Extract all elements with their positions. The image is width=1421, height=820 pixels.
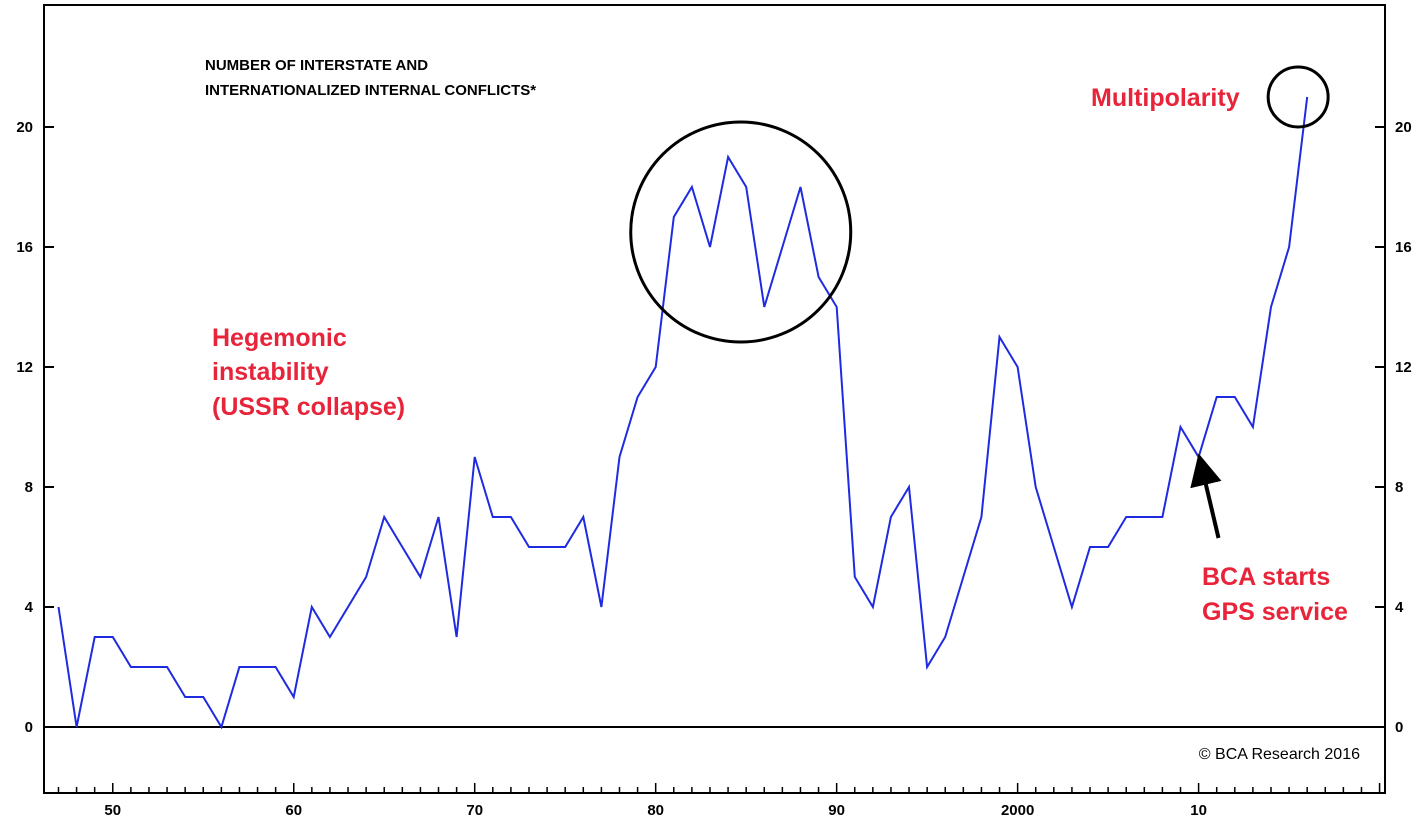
y-tick-label-right-16: 16 (1395, 239, 1412, 256)
annotation-multipolarity: Multipolarity (1091, 84, 1240, 112)
x-tick-label-10: 10 (1190, 802, 1207, 819)
series-points (58, 96, 1308, 728)
y-tick-label-left-20: 20 (16, 119, 33, 136)
y-tick-label-right-8: 8 (1395, 479, 1403, 496)
y-tick-label-left-16: 16 (16, 239, 33, 256)
annotation-bca-line-1: BCA starts (1202, 563, 1330, 591)
y-tick-label-right-20: 20 (1395, 119, 1412, 136)
x-tick-label-50: 50 (104, 802, 121, 819)
y-tick-label-right-4: 4 (1395, 599, 1404, 616)
y-tick-label-left-4: 4 (25, 599, 34, 616)
chart-title-line-2: INTERNATIONALIZED INTERNAL CONFLICTS* (205, 82, 536, 99)
annotation-hegemonic-line-3: (USSR collapse) (212, 393, 405, 421)
bca-arrow (1190, 453, 1222, 539)
y-tick-label-right-12: 12 (1395, 359, 1412, 376)
x-tick-label-2000: 2000 (1001, 802, 1034, 819)
x-axis: 50 60 70 80 90 2000 10 (57, 783, 1381, 819)
highlight-circle-2016 (1266, 65, 1330, 129)
y-tick-label-left-8: 8 (25, 479, 33, 496)
x-tick-label-90: 90 (828, 802, 845, 819)
series-line (57, 96, 1309, 730)
y-tick-label-left-12: 12 (16, 359, 33, 376)
x-tick-label-70: 70 (466, 802, 483, 819)
x-tick-label-80: 80 (647, 802, 664, 819)
y-tick-label-left-0: 0 (25, 719, 33, 736)
annotation-hegemonic-line-1: Hegemonic (212, 324, 347, 352)
y-axis-right: 0 4 8 12 16 20 (1375, 119, 1412, 736)
highlight-circle-1980s (629, 120, 853, 344)
x-tick-label-60: 60 (285, 802, 302, 819)
annotation-hegemonic-line-2: instability (212, 358, 329, 386)
chart-title-line-1: NUMBER OF INTERSTATE AND (205, 57, 428, 74)
y-axis-left: 0 4 8 12 16 20 (16, 119, 54, 736)
y-tick-label-right-0: 0 (1395, 719, 1403, 736)
annotation-bca-line-2: GPS service (1202, 598, 1348, 626)
copyright-text: © BCA Research 2016 (1199, 746, 1360, 763)
